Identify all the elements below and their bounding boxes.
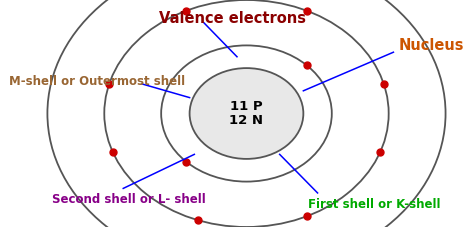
Text: Valence electrons: Valence electrons: [159, 11, 306, 26]
Text: Nucleus: Nucleus: [398, 38, 464, 53]
Ellipse shape: [190, 68, 303, 159]
Text: First shell or K-shell: First shell or K-shell: [308, 198, 441, 211]
Text: Second shell or L- shell: Second shell or L- shell: [52, 193, 206, 206]
Text: M-shell or Outermost shell: M-shell or Outermost shell: [9, 75, 186, 88]
Text: 11 P
12 N: 11 P 12 N: [229, 99, 264, 128]
